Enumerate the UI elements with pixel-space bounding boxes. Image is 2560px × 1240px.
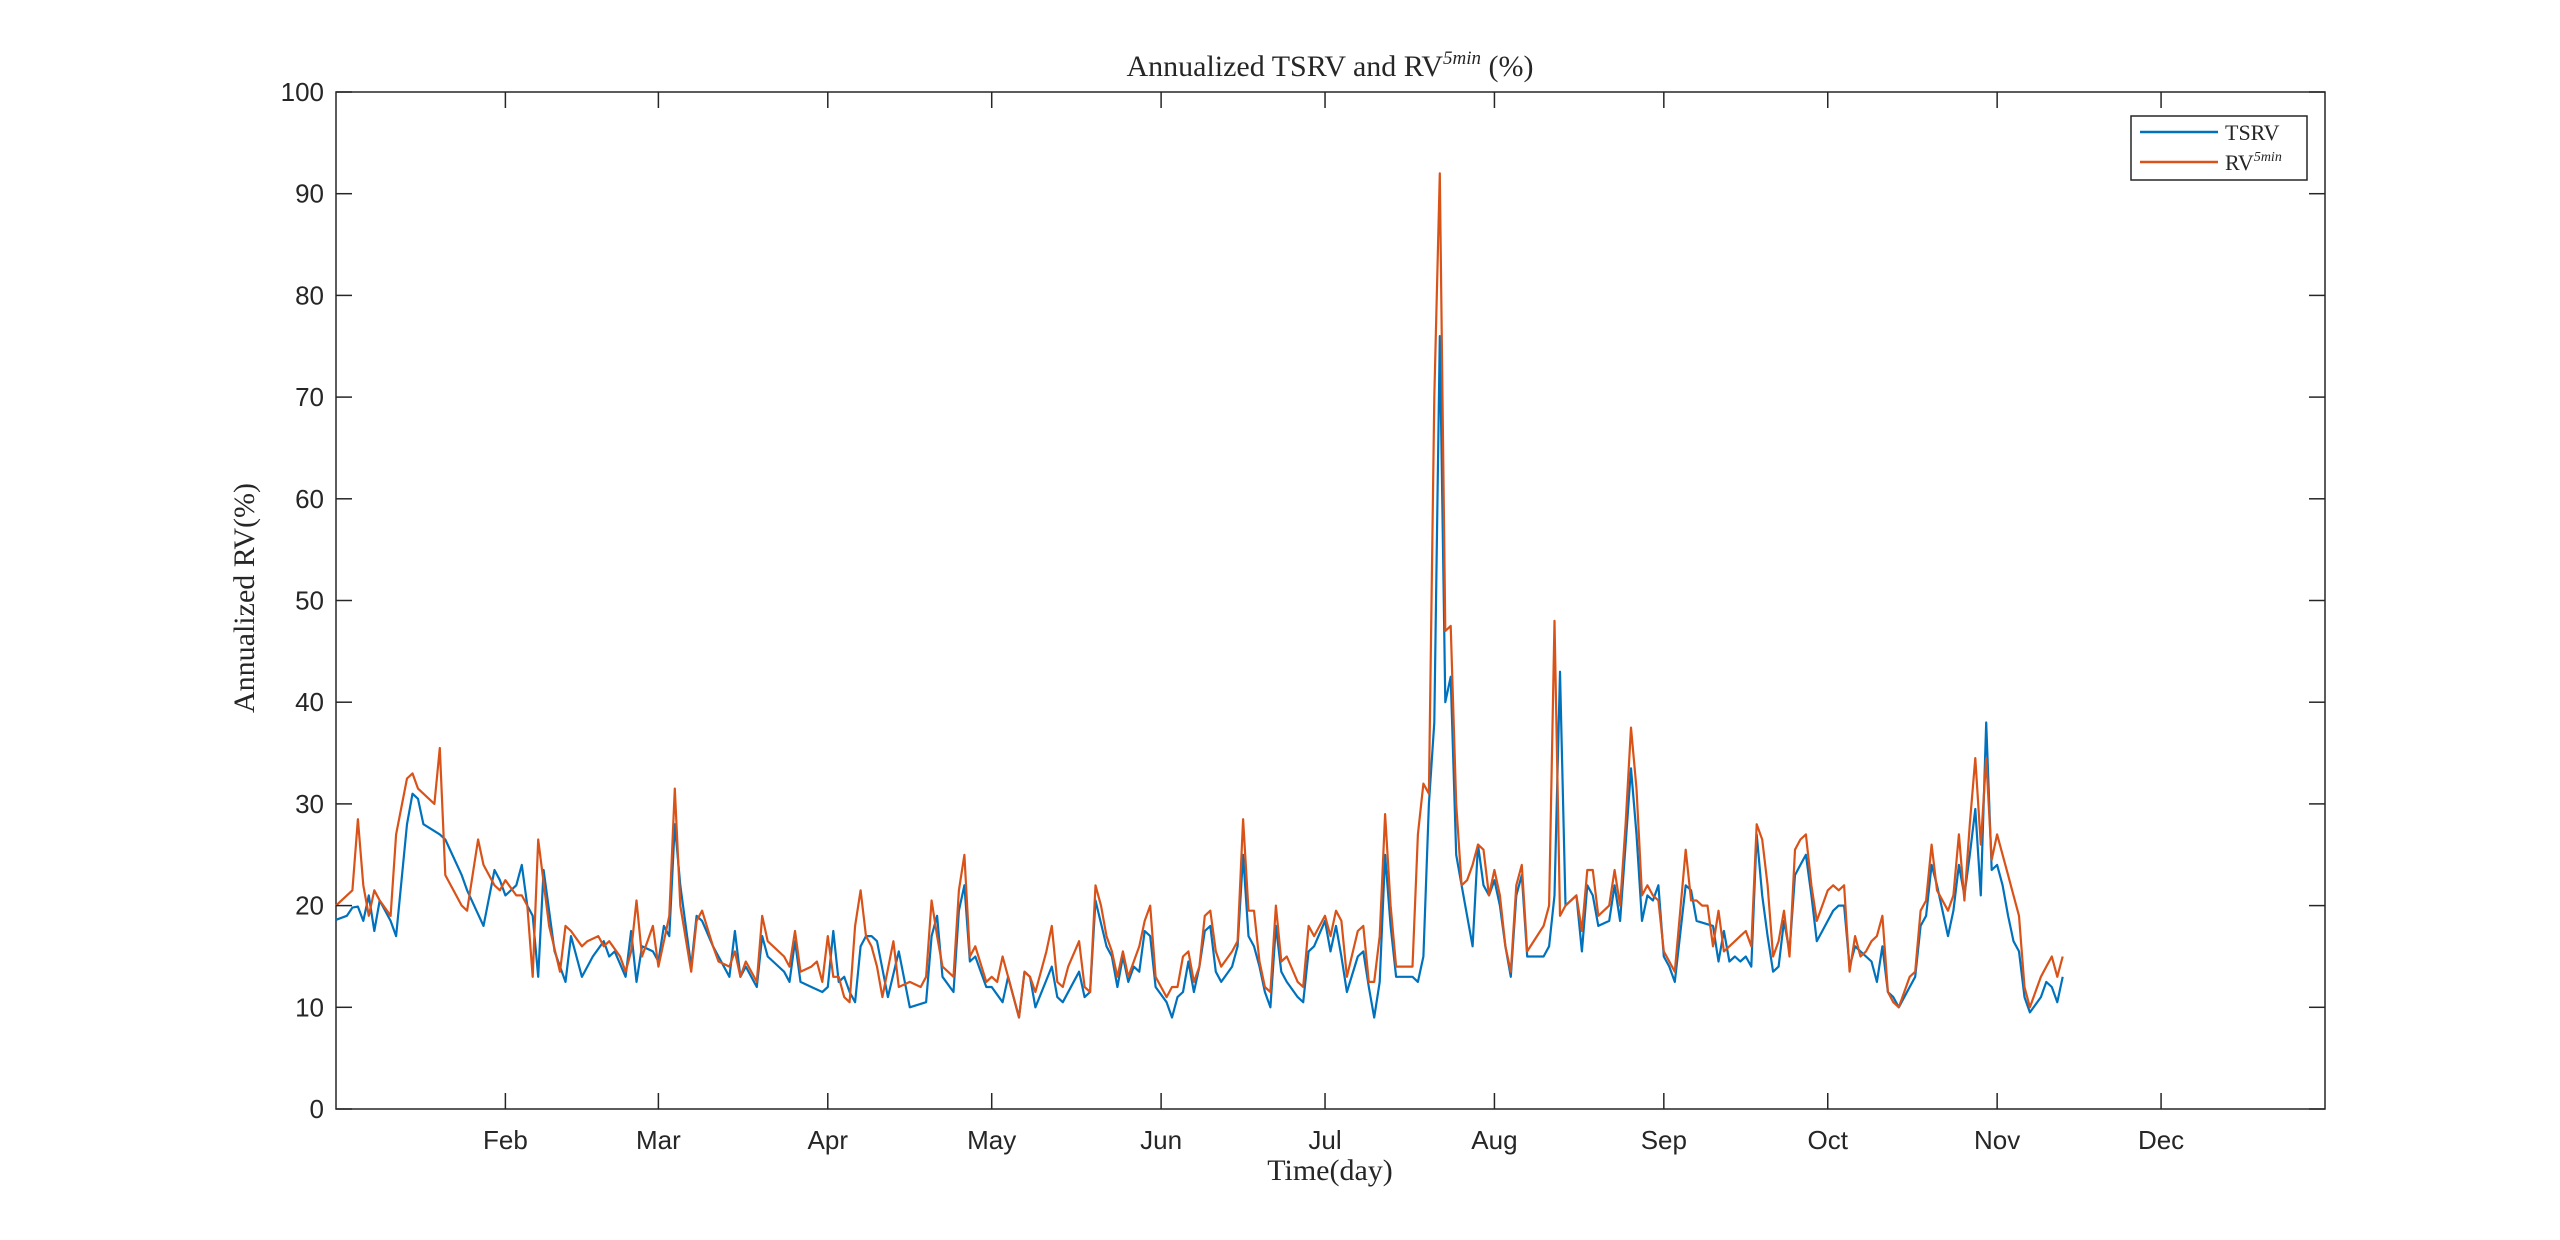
plot-frame [335,91,2326,1110]
y-tick-label: 30 [295,789,324,819]
y-tick-label: 20 [295,891,324,921]
x-tick-label: May [967,1125,1016,1155]
axes: 0 10 20 30 40 50 60 70 80 90 100 Feb Mar Apr May Jun Jul… [281,77,2325,1155]
x-tick-label: Feb [483,1125,528,1155]
y-tick-label: 90 [295,179,324,209]
x-tick-label: Oct [1808,1125,1849,1155]
x-tick-label: Aug [1471,1125,1517,1155]
x-tick-label: Jul [1308,1125,1341,1155]
legend-label-tsrv: TSRV [2225,120,2280,145]
x-tick-label: Dec [2138,1125,2184,1155]
chart-title: Annualized TSRV and RV5min (%) [1126,48,1533,83]
plot-area [335,91,2326,1110]
x-tick-label: Sep [1641,1125,1687,1155]
x-tick-label: Apr [808,1125,849,1155]
x-tick-label: Nov [1974,1125,2020,1155]
legend-box [2130,115,2308,181]
x-tick-label: Mar [636,1125,681,1155]
series-line-rv [335,172,2064,1019]
x-tick-label: Jun [1140,1125,1182,1155]
y-tick-label: 60 [295,484,324,514]
x-axis-label: Time(day) [1267,1154,1393,1187]
y-tick-label: 80 [295,280,324,310]
y-tick-label: 10 [295,992,324,1022]
y-tick-label: 70 [295,382,324,412]
y-tick-label: 50 [295,586,324,616]
y-axis-label: Annualized RV(%) [228,483,261,713]
y-tick-label: 100 [281,77,324,107]
y-tick-label: 0 [310,1094,324,1124]
series-layer [335,172,2064,1019]
legend-label-rv5min: RV5min [2225,150,2282,175]
legend: TSRV RV5min [2130,115,2308,181]
y-tick-label: 40 [295,687,324,717]
